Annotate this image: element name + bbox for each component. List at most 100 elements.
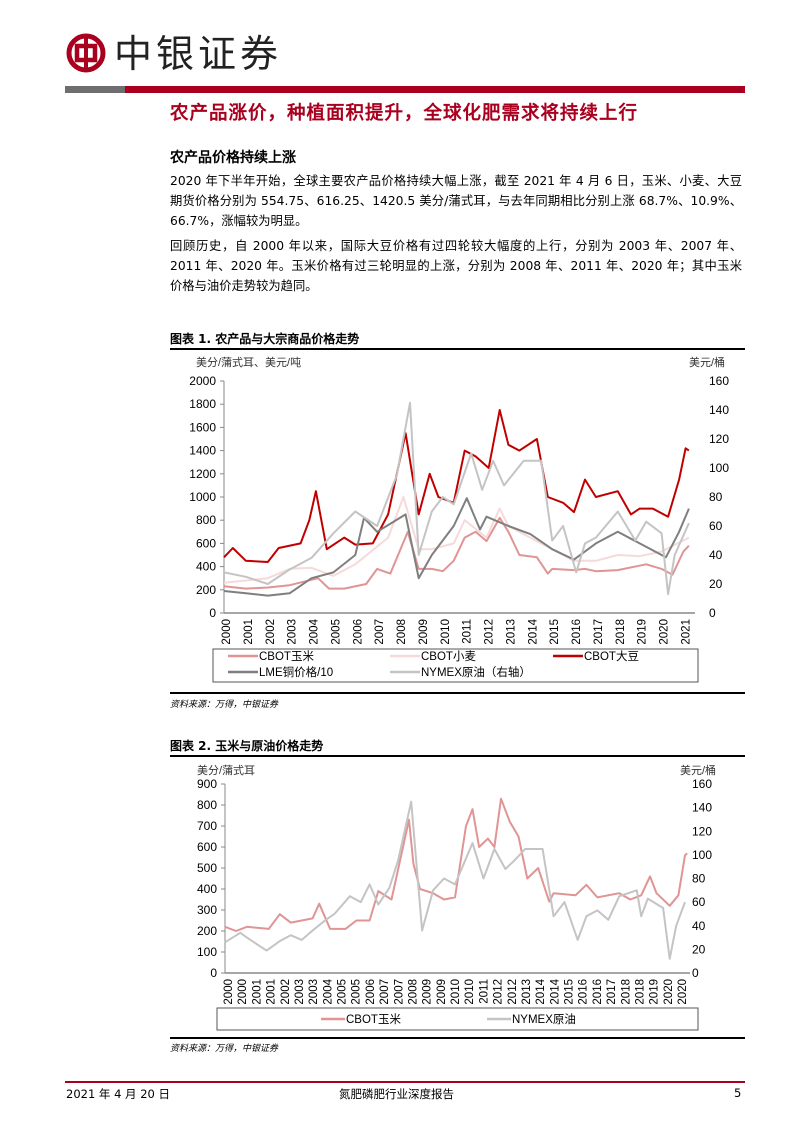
x-tick-label: 2018 xyxy=(615,619,627,645)
x-tick-label: 2011 xyxy=(478,979,490,1004)
series-line xyxy=(224,800,686,960)
x-tick-label: 2005 xyxy=(337,979,349,1005)
y-tick-label-right: 80 xyxy=(709,490,723,504)
x-tick-label: 2010 xyxy=(450,979,462,1005)
y-tick-label-left: 600 xyxy=(196,536,216,550)
legend-label: CBOT大豆 xyxy=(584,649,639,663)
x-tick-label: 2000 xyxy=(223,979,235,1005)
x-tick-label: 2009 xyxy=(418,619,430,645)
x-tick-label: 2010 xyxy=(440,619,452,645)
x-tick-label: 2007 xyxy=(374,619,386,645)
y-tick-label-right: 140 xyxy=(692,801,712,815)
legend-box xyxy=(212,648,699,683)
x-tick-label: 2009 xyxy=(436,979,448,1005)
y-tick-label-left: 800 xyxy=(196,513,216,527)
page-number: 5 xyxy=(734,1086,742,1100)
legend-label: CBOT玉米 xyxy=(259,650,314,663)
y-tick-label-left: 1600 xyxy=(189,420,216,434)
x-tick-label: 2001 xyxy=(251,979,263,1005)
y-tick-label-left: 400 xyxy=(197,882,217,896)
figure-2-source: 资料来源：万得，中银证券 xyxy=(170,1044,279,1054)
y-tick-label-left: 800 xyxy=(197,798,217,812)
footer-rule xyxy=(65,1081,745,1083)
series-line xyxy=(223,496,690,584)
y-tick-label-right: 100 xyxy=(709,461,729,475)
x-tick-label: 2005 xyxy=(330,619,342,645)
x-tick-label: 2020 xyxy=(659,619,671,645)
paragraph: 2020 年下半年开始，全球主要农产品价格持续大幅上涨，截至 2021 年 4 … xyxy=(170,174,742,228)
y-tick-label-left: 1000 xyxy=(189,490,216,504)
y-tick-label-left: 900 xyxy=(197,777,217,791)
right-axis-unit: 美元/桶 xyxy=(680,763,716,777)
x-tick-label: 2016 xyxy=(578,979,590,1005)
x-tick-label: 2002 xyxy=(265,619,277,645)
series-line xyxy=(223,516,690,590)
x-tick-label: 2000 xyxy=(237,979,249,1005)
figure-1-source: 资料来源：万得，中银证券 xyxy=(170,700,279,710)
y-tick-label-right: 0 xyxy=(709,606,716,620)
figure-2-bottom-rule xyxy=(170,1037,745,1039)
left-axis-unit: 美分/蒲式耳 xyxy=(197,763,255,777)
y-tick-label-left: 0 xyxy=(209,606,216,620)
x-tick-label: 2020 xyxy=(663,979,675,1005)
legend-label: NYMEX原油 xyxy=(512,1012,576,1026)
y-tick-label-left: 300 xyxy=(197,903,217,917)
x-tick-label: 2008 xyxy=(396,619,408,645)
y-tick-label-left: 1800 xyxy=(189,397,216,411)
y-tick-label-left: 200 xyxy=(196,583,216,597)
x-tick-label: 2011 xyxy=(462,619,474,644)
legend-label: CBOT玉米 xyxy=(346,1013,401,1026)
x-tick-label: 2014 xyxy=(527,618,539,644)
header-bar-red xyxy=(125,86,745,93)
x-tick-label: 2006 xyxy=(365,979,377,1005)
x-tick-label: 2003 xyxy=(294,979,306,1005)
y-tick-label-right: 60 xyxy=(709,519,723,533)
x-tick-label: 2020 xyxy=(677,979,689,1005)
x-tick-label: 2019 xyxy=(649,979,661,1005)
y-tick-label-right: 160 xyxy=(709,374,729,388)
x-tick-label: 2009 xyxy=(422,979,434,1005)
x-tick-label: 2012 xyxy=(493,979,505,1005)
y-tick-label-right: 120 xyxy=(692,824,712,838)
x-tick-label: 2001 xyxy=(266,979,278,1005)
x-tick-label: 2006 xyxy=(352,619,364,645)
x-tick-label: 2003 xyxy=(287,619,299,645)
figure-2-title: 图表 2. 玉米与原油价格走势 xyxy=(170,739,324,753)
y-tick-label-right: 20 xyxy=(692,942,706,956)
footer-date: 2021 年 4 月 20 日 xyxy=(66,1087,170,1101)
page-headline: 农产品涨价，种植面积提升，全球化肥需求将持续上行 xyxy=(170,103,639,124)
legend-label: CBOT小麦 xyxy=(421,650,476,663)
x-tick-label: 2018 xyxy=(634,979,646,1005)
y-tick-label-right: 40 xyxy=(709,548,723,562)
chart-1: 美分/蒲式耳、美元/吨 美元/桶0200400600800100012001400… xyxy=(189,355,729,683)
x-tick-label: 2004 xyxy=(322,978,334,1004)
x-tick-label: 2018 xyxy=(620,979,632,1005)
x-tick-label: 2007 xyxy=(393,979,405,1005)
x-tick-label: 2005 xyxy=(351,979,363,1005)
x-tick-label: 2017 xyxy=(593,619,605,645)
y-tick-label-right: 140 xyxy=(709,403,729,417)
y-tick-label-right: 20 xyxy=(709,577,723,591)
footer-report-title: 氮肥磷肥行业深度报告 xyxy=(339,1087,454,1101)
x-tick-label: 2012 xyxy=(484,619,496,645)
logo-text: 中银证券 xyxy=(114,32,283,76)
x-tick-label: 2002 xyxy=(280,979,292,1005)
x-tick-label: 2021 xyxy=(680,619,692,645)
y-tick-label-left: 600 xyxy=(197,840,217,854)
right-axis-unit: 美元/桶 xyxy=(689,355,725,369)
legend-label: NYMEX原油（右轴） xyxy=(421,665,531,679)
y-tick-label-left: 1200 xyxy=(189,467,216,481)
x-tick-label: 2010 xyxy=(464,979,476,1005)
y-tick-label-left: 500 xyxy=(197,861,217,875)
y-tick-label-left: 1400 xyxy=(189,444,216,458)
series-line xyxy=(223,401,690,596)
figure-1-top-rule xyxy=(170,348,745,350)
x-tick-label: 2008 xyxy=(407,979,419,1005)
x-tick-label: 2019 xyxy=(637,619,649,645)
x-tick-label: 2016 xyxy=(592,979,604,1005)
x-tick-label: 2004 xyxy=(309,618,321,644)
y-tick-label-left: 100 xyxy=(197,945,217,959)
x-tick-label: 2015 xyxy=(564,979,576,1005)
legend-box xyxy=(216,1007,699,1031)
